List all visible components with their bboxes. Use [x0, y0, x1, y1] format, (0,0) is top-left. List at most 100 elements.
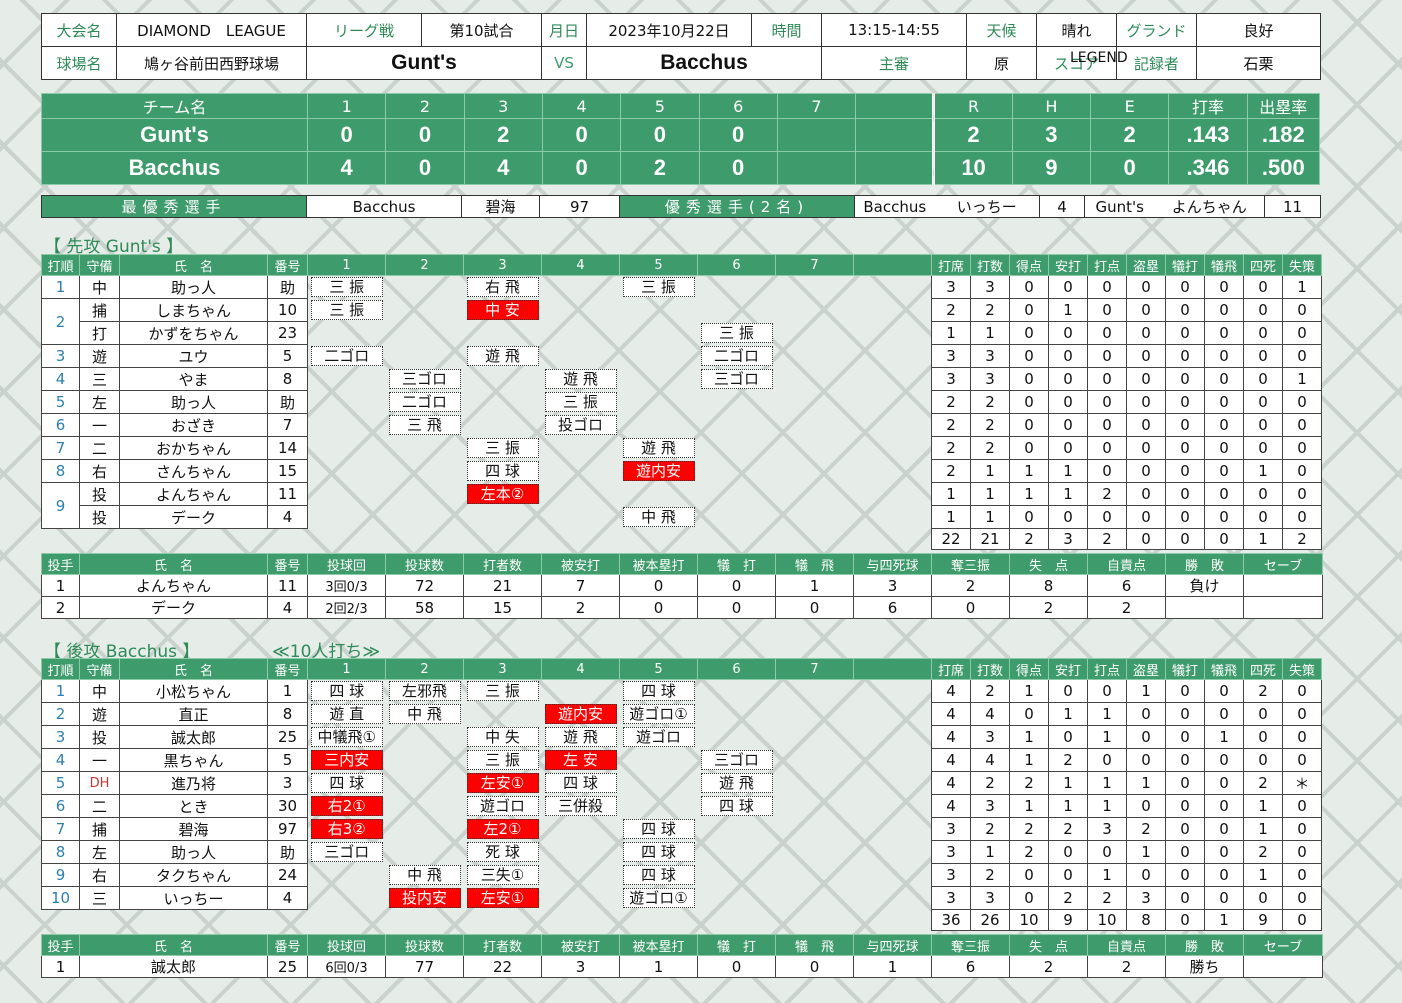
batting-stat: 2 — [970, 771, 1010, 795]
game-type: リーグ戦 — [306, 13, 422, 47]
batting-stat: 1 — [1282, 367, 1322, 391]
position: 投 — [79, 482, 120, 506]
pitcher-sv — [1243, 955, 1323, 978]
batting-stat: 0 — [1204, 482, 1244, 506]
at-bat-cell — [464, 506, 542, 529]
pitching-header: 被安打 — [541, 934, 620, 956]
pitching-header: 番号 — [267, 553, 308, 575]
scoreboard-header: 出塁率 — [1246, 93, 1321, 119]
uniform-number: 8 — [267, 367, 308, 391]
batting-stat: 0 — [1282, 748, 1322, 772]
pitcher-order: 1 — [41, 574, 80, 597]
at-bat-cell — [308, 368, 386, 391]
player-name: デーク — [119, 505, 268, 529]
at-bat-cell: 三 飛 — [386, 414, 464, 437]
batting-stat: 2 — [931, 436, 971, 460]
scorer-name: LEGEND — [1070, 50, 1128, 66]
batting-stat: 0 — [1243, 344, 1283, 368]
inning-score: 0 — [698, 118, 778, 152]
at-bat-cell: 遊内安 — [620, 460, 698, 483]
pitcher-name: よんちゃん — [79, 574, 268, 597]
batting-stat: 3 — [970, 725, 1010, 749]
at-bat-cell: 左 安 — [542, 749, 620, 772]
at-bat-cell — [776, 703, 854, 726]
batting-header: 番号 — [267, 658, 308, 680]
batting-stat: 1 — [1243, 794, 1283, 818]
at-bat-cell — [464, 322, 542, 345]
batting-stat: 2 — [931, 298, 971, 322]
batting-stat: 3 — [970, 344, 1010, 368]
at-bat-cell — [542, 818, 620, 841]
batting-order: 3 — [41, 725, 80, 749]
at-bat-cell: 三失① — [464, 864, 542, 887]
batting-stat: 0 — [1204, 505, 1244, 529]
batting-stat: 3 — [931, 863, 971, 887]
batting-stat: 1 — [1009, 794, 1049, 818]
uniform-number: 15 — [267, 459, 308, 483]
batting-stat: 0 — [1165, 321, 1205, 345]
batting-stat: 1 — [931, 505, 971, 529]
at-bat-cell — [386, 726, 464, 749]
player-name: かずをちゃん — [119, 321, 268, 345]
at-bat-cell — [542, 460, 620, 483]
at-bat-cell — [776, 414, 854, 437]
pitcher-bb: 6 — [853, 596, 932, 619]
pitcher-sh: 0 — [697, 955, 776, 978]
scoreboard-header: 2 — [385, 93, 465, 119]
at-bat-cell: 中 飛 — [386, 864, 464, 887]
at-bat-cell — [776, 772, 854, 795]
at-bat-cell — [854, 887, 932, 910]
at-bat-result: 三 振 — [544, 392, 617, 412]
position: 打 — [79, 321, 120, 345]
at-bat-result: 四 球 — [700, 796, 773, 816]
at-bat-cell: 四 球 — [620, 680, 698, 703]
pitcher-er: 2 — [1087, 955, 1166, 978]
batting-stat: 0 — [1165, 390, 1205, 414]
at-bat-cell: 三 振 — [464, 437, 542, 460]
batting-header: 6 — [697, 658, 776, 680]
at-bat-cell — [776, 345, 854, 368]
batting-stat: 0 — [1282, 505, 1322, 529]
batting-stat: 0 — [1243, 298, 1283, 322]
player-name: 碧海 — [119, 817, 268, 841]
pitching-header: 投球数 — [385, 553, 464, 575]
batting-stat: 0 — [1282, 840, 1322, 864]
at-bat-cell: 二ゴロ — [386, 391, 464, 414]
pitcher-h: 2 — [541, 596, 620, 619]
at-bat-cell — [698, 299, 776, 322]
at-bat-result: 三 振 — [622, 277, 695, 298]
batting-total: 0 — [1165, 528, 1205, 550]
batting-total: 2 — [1087, 528, 1127, 550]
at-bat-result: 遊 直 — [311, 704, 383, 724]
home-section-note: ≪10人打ち≫ — [272, 642, 381, 662]
at-bat-cell: 三 振 — [464, 749, 542, 772]
at-bat-cell — [776, 680, 854, 703]
batting-stat: 0 — [1243, 275, 1283, 299]
at-bat-cell: 三 振 — [698, 322, 776, 345]
at-bat-cell — [308, 460, 386, 483]
away-pitching-table: 投手氏 名番号 投球回 投球数 打者数 被安打 被本塁打犠 打犠 飛与四死球 奪三振失 点自… — [41, 553, 1323, 619]
batting-order: 8 — [41, 840, 80, 864]
mvp-label: 最優秀選手 — [41, 195, 307, 218]
pitching-header: 犠 打 — [697, 553, 776, 575]
batting-stat: 0 — [1009, 321, 1049, 345]
batting-stat: 0 — [1165, 840, 1205, 864]
pitching-header: 投手 — [41, 553, 80, 575]
position: DH — [79, 771, 120, 795]
at-bat-cell — [386, 345, 464, 368]
batting-stat: 4 — [970, 748, 1010, 772]
batting-stat: 0 — [1282, 817, 1322, 841]
pitcher-er: 2 — [1087, 596, 1166, 619]
at-bat-result: 三 振 — [700, 323, 773, 343]
away-section-title: 【 先攻 Gunt's 】 — [44, 237, 184, 257]
at-bat-cell — [776, 726, 854, 749]
pitching-header: 与四死球 — [853, 934, 932, 956]
batting-stat: 1 — [970, 840, 1010, 864]
batting-order: 6 — [41, 794, 80, 818]
batting-header: 盗塁 — [1126, 254, 1166, 276]
uniform-number: 11 — [267, 482, 308, 506]
batter-row: 2 遊直正 8 遊 直中 飛遊内安 遊ゴロ① 4 4 0 1 1 0 0 0 0 0 — [41, 702, 1322, 726]
batting-stat: 0 — [1282, 482, 1322, 506]
at-bat-cell — [620, 391, 698, 414]
